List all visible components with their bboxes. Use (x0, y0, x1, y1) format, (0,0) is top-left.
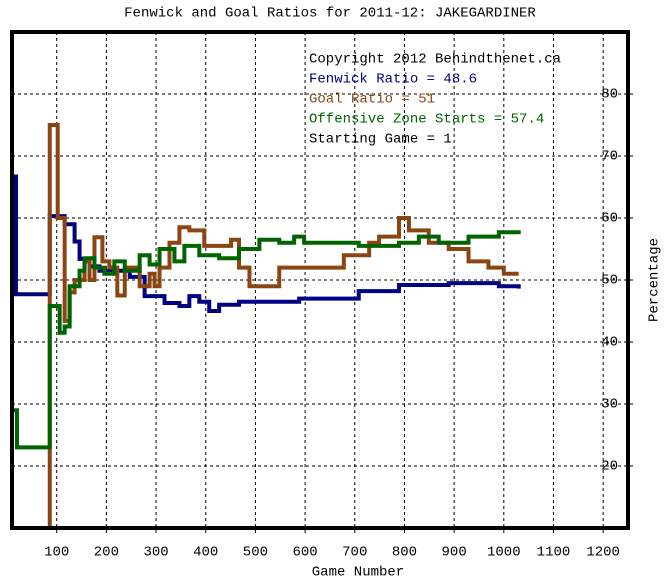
legend-entry: Offensive Zone Starts = 57.4 (309, 112, 544, 128)
annotation: Starting Game = 1 (309, 132, 452, 148)
series-line (13, 230, 521, 450)
y-tick-label: 50 (601, 273, 618, 289)
y-tick-label: 70 (601, 149, 618, 165)
x-tick-label: 800 (392, 545, 417, 561)
chart-title: Fenwick and Goal Ratios for 2011-12: JAK… (124, 6, 536, 22)
x-tick-label: 400 (193, 545, 218, 561)
y-tick-label: 80 (601, 87, 618, 103)
y-tick-label: 40 (601, 335, 618, 351)
series-line (47, 123, 519, 528)
plot-lines (13, 123, 521, 528)
x-tick-label: 100 (44, 545, 69, 561)
y-axis-label: Percentage (647, 238, 663, 322)
x-axis-label: Game Number (312, 565, 404, 580)
x-tick-label: 1200 (586, 545, 620, 561)
x-tick-label: 900 (442, 545, 467, 561)
legend-entry: Goal Ratio = 51 (309, 92, 435, 108)
y-tick-label: 20 (601, 459, 618, 475)
x-tick-label: 200 (94, 545, 119, 561)
x-tick-label: 600 (292, 545, 317, 561)
x-tick-label: 500 (243, 545, 268, 561)
x-tick-label: 1000 (487, 545, 521, 561)
grid (12, 32, 628, 528)
x-tick-label: 700 (342, 545, 367, 561)
legend-entry: Fenwick Ratio = 48.6 (309, 72, 477, 88)
series-line (13, 174, 521, 313)
annotation: Copyright 2012 Behindthenet.ca (309, 52, 561, 68)
y-tick-label: 60 (601, 211, 618, 227)
y-tick-label: 30 (601, 397, 618, 413)
x-tick-label: 1100 (537, 545, 571, 561)
x-tick-label: 300 (143, 545, 168, 561)
